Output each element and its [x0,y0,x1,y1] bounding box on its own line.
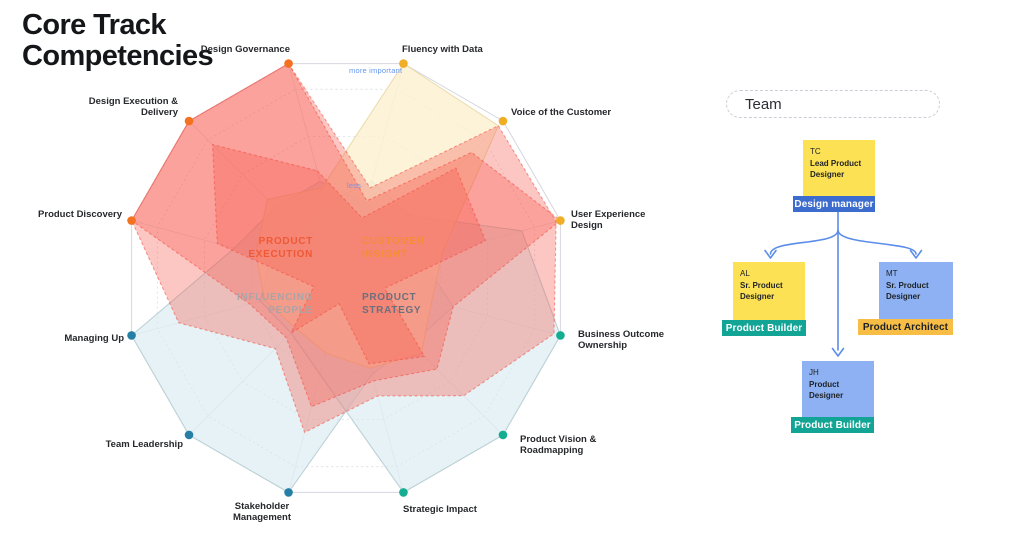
radar-outer-boundary [131,63,561,493]
axis-label-11: Design Execution & Delivery [88,96,178,119]
axis-label-0: Design Governance [200,44,290,55]
radar-vertex-dot-8[interactable] [184,430,194,440]
radar-vertex-dot-9[interactable] [127,331,136,340]
member-initials: TC [810,147,821,156]
member-card-tc[interactable]: TC Lead Product Designer [803,140,875,196]
quadrant-label-influencing-people: INFLUENCING PEOPLE [236,292,313,316]
axis-label-3: User Experience Design [571,209,646,232]
radar-grid-ring [156,88,536,468]
page-title: Core Track Competencies [22,9,214,73]
connector-line-right-branch [837,229,917,255]
member-tag-label: Product Architect [862,321,949,333]
member-role: Sr. Product Designer [886,281,929,302]
connector-arrowhead-down [831,347,845,357]
member-role: Sr. Product Designer [740,281,783,302]
radar-vertex-dot-11[interactable] [184,116,194,126]
connector-arrowhead-left [764,249,777,259]
quadrant-label-product-execution: PRODUCT EXECUTION [248,236,313,260]
member-tag-product-builder-2[interactable]: Product Builder [791,417,874,433]
member-tag-label: Product Builder [794,419,871,431]
radar-vertex-dot-6[interactable] [399,488,408,497]
member-tag-product-builder[interactable]: Product Builder [722,320,806,336]
radar-hint-more-important: more important [349,66,403,75]
connector-line-left-branch [769,229,839,255]
radar-vertex-dot-2[interactable] [498,116,508,126]
radar-vertex-dot-5[interactable] [498,430,508,440]
radar-vertex-dot-4[interactable] [556,331,565,340]
radar-hint-less: less [347,181,362,190]
member-tag-design-manager[interactable]: Design manager [793,196,875,212]
member-initials: AL [740,269,750,278]
team-header-pill[interactable]: Team [726,90,940,118]
member-initials: MT [886,269,898,278]
axis-label-2: Voice of the Customer [511,107,612,118]
member-initials: JH [809,368,819,377]
member-card-jh[interactable]: JH Product Designer [802,361,874,417]
axis-label-8: Team Leadership [105,439,183,450]
radar-series-teal-right [259,180,562,494]
axis-label-9: Managing Up [64,333,124,344]
axis-label-5: Product Vision & Roadmapping [520,434,597,457]
member-role: Lead Product Designer [810,159,862,180]
radar-grid-ring [251,183,441,373]
member-card-al[interactable]: AL Sr. Product Designer [733,262,805,320]
quadrant-label-product-strategy: PRODUCT STRATEGY [362,292,422,316]
member-tag-product-architect[interactable]: Product Architect [858,319,953,335]
member-tag-label: Design manager [794,198,874,210]
axis-label-1: Fluency with Data [402,44,483,55]
radar-vertex-dot-7[interactable] [284,488,293,497]
axis-label-10: Product Discovery [38,209,122,220]
radar-series-red-large [130,62,557,434]
axis-label-6: Strategic Impact [403,504,477,515]
axis-label-7: Stakeholder Management [232,501,292,524]
radar-grid-ring [204,136,488,420]
axis-label-4: Business Outcome Ownership [578,329,665,352]
radar-vertex-dot-1[interactable] [399,59,408,68]
radar-series-cream [255,62,499,369]
radar-vertex-dot-3[interactable] [556,216,565,225]
member-tag-label: Product Builder [725,322,803,334]
quadrant-label-customer-insight: CUSTOMER INSIGHT [362,236,425,260]
radar-vertex-dot-0[interactable] [284,59,293,68]
member-role: Product Designer [809,380,844,401]
connector-arrowhead-right [909,249,923,259]
radar-vertex-dot-10[interactable] [127,216,136,225]
radar-series-red-medium [130,62,562,408]
team-header-label: Team [745,95,782,113]
member-card-mt[interactable]: MT Sr. Product Designer [879,262,953,319]
